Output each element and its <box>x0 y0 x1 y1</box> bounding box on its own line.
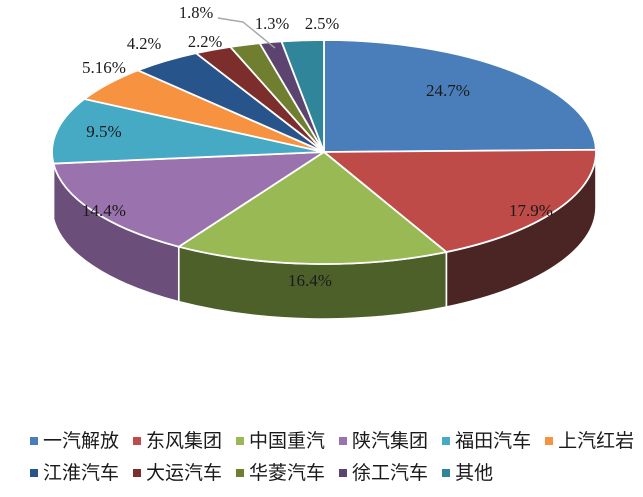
pie-chart-svg[interactable]: 24.7% 17.9% 16.4% 14.4% 9.5% 5.16%4.2% 2.2% 1.8… <box>0 0 643 430</box>
legend-swatch-icon <box>442 469 451 477</box>
pie-data-label: 17.9% <box>509 201 553 220</box>
pie-data-label: 4.2% <box>127 34 162 53</box>
legend-item-中国重汽[interactable]: 中国重汽 <box>236 432 325 451</box>
legend-item-大运汽车[interactable]: 大运汽车 <box>133 464 222 483</box>
pie-slice-一汽解放[interactable] <box>323 39 597 153</box>
legend-label: 一汽解放 <box>43 430 120 452</box>
legend-label: 陕汽集团 <box>352 430 429 452</box>
pie-data-label: 9.5% <box>86 122 121 141</box>
legend-swatch-icon <box>236 437 245 445</box>
legend-row-1: 一汽解放 东风集团 中国重汽 陕汽集团 福田汽车 上汽红岩 <box>0 425 643 457</box>
legend-item-福田汽车[interactable]: 福田汽车 <box>442 432 531 451</box>
legend-item-其他[interactable]: 其他 <box>442 464 493 483</box>
pie-slice-陕汽集团[interactable] <box>52 150 328 248</box>
legend-label: 福田汽车 <box>455 430 532 452</box>
legend-label: 大运汽车 <box>146 462 223 484</box>
legend-item-东风集团[interactable]: 东风集团 <box>133 432 222 451</box>
pie-slice-东风集团[interactable] <box>321 148 597 253</box>
pie-data-label: 2.2% <box>188 32 223 51</box>
legend-item-陕汽集团[interactable]: 陕汽集团 <box>339 432 428 451</box>
pie-top-slices[interactable] <box>51 39 597 265</box>
legend-item-上汽红岩[interactable]: 上汽红岩 <box>545 432 634 451</box>
legend-label: 其他 <box>455 462 494 484</box>
legend-swatch-icon <box>30 469 38 477</box>
pie-data-label: 14.4% <box>82 201 126 220</box>
legend-label: 江淮汽车 <box>43 462 120 484</box>
legend-item-徐工汽车[interactable]: 徐工汽车 <box>339 464 428 483</box>
pie-leader-lines <box>217 17 276 49</box>
pie-data-label: 1.3% <box>255 14 290 33</box>
legend-label: 中国重汽 <box>249 430 326 452</box>
chart-legend: 一汽解放 东风集团 中国重汽 陕汽集团 福田汽车 上汽红岩 江淮汽车 大运汽车 华菱汽车 徐工汽… <box>0 425 643 497</box>
legend-swatch-icon <box>133 469 142 477</box>
legend-swatch-icon <box>30 437 38 445</box>
pie-data-labels: 24.7% 17.9% 16.4% 14.4% 9.5% 5.16%4.2% 2.2% 1.8… <box>82 3 553 290</box>
leader-line-1-8 <box>217 17 276 49</box>
legend-row-2: 江淮汽车 大运汽车 华菱汽车 徐工汽车 其他 <box>0 457 643 489</box>
legend-item-华菱汽车[interactable]: 华菱汽车 <box>236 464 325 483</box>
pie-slice-其他[interactable] <box>280 39 325 153</box>
legend-label: 徐工汽车 <box>352 462 429 484</box>
pie-data-label: 2.5% <box>305 14 340 33</box>
legend-swatch-icon <box>339 469 348 477</box>
legend-label: 上汽红岩 <box>558 430 635 452</box>
legend-item-江淮汽车[interactable]: 江淮汽车 <box>30 464 119 483</box>
pie-data-label: 5.16% <box>82 58 126 77</box>
legend-swatch-icon <box>133 437 142 445</box>
pie-data-label: 16.4% <box>288 271 332 290</box>
pie-slice-中国重汽[interactable] <box>176 150 449 265</box>
legend-swatch-icon <box>339 437 348 445</box>
legend-label: 东风集团 <box>146 430 223 452</box>
pie-data-label: 1.8% <box>179 3 214 22</box>
pie-slice-福田汽车[interactable] <box>51 97 325 165</box>
legend-swatch-icon <box>545 437 554 445</box>
legend-swatch-icon <box>442 437 451 445</box>
legend-label: 华菱汽车 <box>249 462 326 484</box>
pie-data-label: 24.7% <box>426 81 470 100</box>
legend-item-一汽解放[interactable]: 一汽解放 <box>30 432 119 451</box>
legend-swatch-icon <box>236 469 245 477</box>
